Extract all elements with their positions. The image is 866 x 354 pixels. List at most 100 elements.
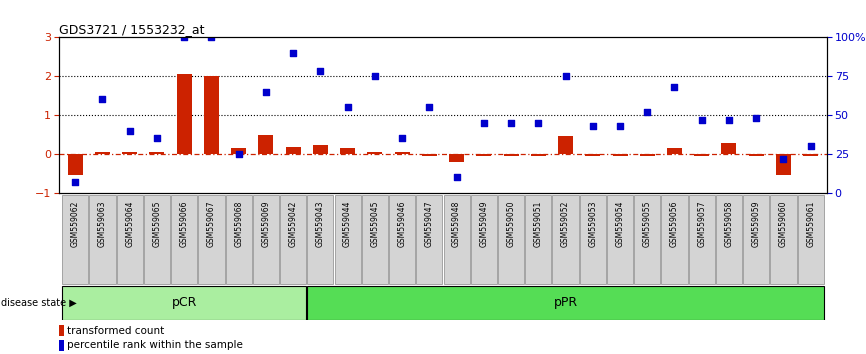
FancyBboxPatch shape xyxy=(662,195,688,284)
Bar xyxy=(721,143,736,154)
Text: GSM559053: GSM559053 xyxy=(588,200,598,247)
Bar xyxy=(695,154,709,156)
FancyBboxPatch shape xyxy=(307,195,333,284)
FancyBboxPatch shape xyxy=(634,195,661,284)
FancyBboxPatch shape xyxy=(389,195,415,284)
Bar xyxy=(503,154,519,156)
Bar xyxy=(476,154,491,156)
Text: GSM559061: GSM559061 xyxy=(806,200,815,247)
Text: GSM559067: GSM559067 xyxy=(207,200,216,247)
Bar xyxy=(231,148,246,154)
FancyBboxPatch shape xyxy=(498,195,524,284)
Text: GSM559060: GSM559060 xyxy=(779,200,788,247)
Bar xyxy=(612,154,628,156)
Point xyxy=(287,50,301,56)
Point xyxy=(722,117,736,122)
Point xyxy=(532,120,546,126)
FancyBboxPatch shape xyxy=(579,195,606,284)
Bar xyxy=(367,152,383,154)
Text: pPR: pPR xyxy=(553,296,578,309)
FancyBboxPatch shape xyxy=(171,195,197,284)
Point xyxy=(178,34,191,40)
Bar xyxy=(749,154,764,156)
Point xyxy=(150,136,164,141)
Point xyxy=(340,104,354,110)
FancyBboxPatch shape xyxy=(62,195,88,284)
FancyBboxPatch shape xyxy=(417,195,443,284)
Bar xyxy=(558,137,573,154)
FancyBboxPatch shape xyxy=(144,195,170,284)
FancyBboxPatch shape xyxy=(743,195,769,284)
Point xyxy=(695,117,708,122)
Bar xyxy=(62,286,307,320)
Text: percentile rank within the sample: percentile rank within the sample xyxy=(68,341,243,350)
Bar xyxy=(449,154,464,162)
FancyBboxPatch shape xyxy=(280,195,307,284)
FancyBboxPatch shape xyxy=(771,195,797,284)
Point xyxy=(613,123,627,129)
FancyBboxPatch shape xyxy=(225,195,252,284)
Bar xyxy=(313,145,328,154)
Point xyxy=(585,123,599,129)
Bar xyxy=(286,147,301,154)
Text: GSM559056: GSM559056 xyxy=(670,200,679,247)
Point xyxy=(640,109,654,115)
FancyBboxPatch shape xyxy=(525,195,552,284)
Text: GSM559064: GSM559064 xyxy=(126,200,134,247)
Bar xyxy=(122,152,137,154)
Text: GSM559045: GSM559045 xyxy=(371,200,379,247)
FancyBboxPatch shape xyxy=(198,195,224,284)
Text: GSM559043: GSM559043 xyxy=(316,200,325,247)
Text: GSM559057: GSM559057 xyxy=(697,200,707,247)
Point xyxy=(477,120,491,126)
Text: GSM559069: GSM559069 xyxy=(262,200,270,247)
Text: GSM559052: GSM559052 xyxy=(561,200,570,247)
Point xyxy=(68,179,82,185)
Point xyxy=(204,34,218,40)
Point xyxy=(449,175,463,180)
Point xyxy=(749,115,763,121)
FancyBboxPatch shape xyxy=(89,195,115,284)
Bar xyxy=(531,154,546,156)
FancyBboxPatch shape xyxy=(117,195,143,284)
Bar xyxy=(59,325,64,336)
Text: GSM559048: GSM559048 xyxy=(452,200,461,247)
Point xyxy=(423,104,436,110)
Bar xyxy=(340,148,355,154)
Text: GDS3721 / 1553232_at: GDS3721 / 1553232_at xyxy=(59,23,204,36)
Text: disease state ▶: disease state ▶ xyxy=(1,298,76,308)
Text: GSM559047: GSM559047 xyxy=(425,200,434,247)
Text: pCR: pCR xyxy=(171,296,197,309)
Point xyxy=(123,128,137,133)
Point xyxy=(95,97,109,102)
Bar xyxy=(307,286,824,320)
Point xyxy=(368,73,382,79)
Point xyxy=(395,136,409,141)
Text: GSM559049: GSM559049 xyxy=(479,200,488,247)
FancyBboxPatch shape xyxy=(471,195,497,284)
Text: GSM559066: GSM559066 xyxy=(179,200,189,247)
FancyBboxPatch shape xyxy=(607,195,633,284)
FancyBboxPatch shape xyxy=(253,195,279,284)
Text: GSM559044: GSM559044 xyxy=(343,200,352,247)
Bar xyxy=(803,154,818,156)
Text: GSM559050: GSM559050 xyxy=(507,200,515,247)
Bar xyxy=(95,152,110,154)
Text: GSM559051: GSM559051 xyxy=(533,200,543,247)
FancyBboxPatch shape xyxy=(798,195,824,284)
Bar xyxy=(177,74,191,154)
Point xyxy=(559,73,572,79)
FancyBboxPatch shape xyxy=(716,195,742,284)
Bar xyxy=(204,76,219,154)
FancyBboxPatch shape xyxy=(443,195,469,284)
Text: GSM559058: GSM559058 xyxy=(725,200,734,247)
Text: GSM559055: GSM559055 xyxy=(643,200,652,247)
FancyBboxPatch shape xyxy=(553,195,578,284)
Bar xyxy=(395,152,410,154)
Bar xyxy=(258,135,274,154)
Bar xyxy=(776,154,791,176)
Text: transformed count: transformed count xyxy=(68,326,165,336)
Point xyxy=(804,143,818,149)
FancyBboxPatch shape xyxy=(334,195,361,284)
Bar xyxy=(68,154,83,176)
